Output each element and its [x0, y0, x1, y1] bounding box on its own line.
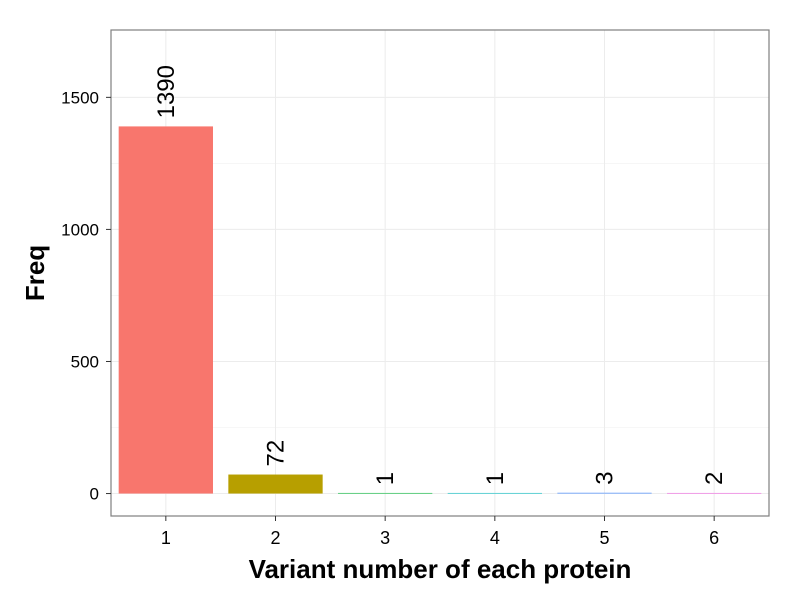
x-tick-label: 1 [161, 528, 171, 548]
x-tick-label: 6 [709, 528, 719, 548]
y-tick-label: 1000 [61, 220, 99, 239]
x-tick-label: 2 [270, 528, 280, 548]
y-tick-label: 1500 [61, 88, 99, 107]
bar-value-label-1: 1390 [153, 65, 180, 118]
bar-4 [447, 492, 542, 494]
bar-value-label-4: 1 [482, 472, 509, 485]
bar-2 [228, 474, 323, 494]
x-axis-title: Variant number of each protein [249, 554, 632, 584]
bar-value-label-6: 2 [701, 472, 728, 485]
bar-1 [118, 126, 213, 494]
bar-value-label-5: 3 [592, 471, 619, 484]
y-axis: 0 500 1000 1500 [61, 88, 111, 504]
bar-value-label-2: 72 [263, 440, 290, 467]
bar-value-labels: 1390 72 1 1 3 2 [153, 65, 728, 485]
bar-6 [667, 492, 762, 494]
bar-value-label-3: 1 [372, 472, 399, 485]
plot-background [111, 30, 769, 516]
bar-5 [557, 492, 652, 494]
x-tick-label: 3 [380, 528, 390, 548]
plot-panel-border [110, 29, 770, 517]
x-tick-label: 5 [599, 528, 609, 548]
bars [118, 126, 762, 494]
x-axis: 1 2 3 4 5 6 [161, 516, 719, 548]
y-axis-title: Freq [20, 245, 50, 301]
y-tick-label: 0 [90, 485, 99, 504]
bar-3 [338, 492, 433, 494]
x-tick-label: 4 [490, 528, 500, 548]
grid-lines [111, 30, 769, 516]
y-tick-label: 500 [71, 352, 99, 371]
